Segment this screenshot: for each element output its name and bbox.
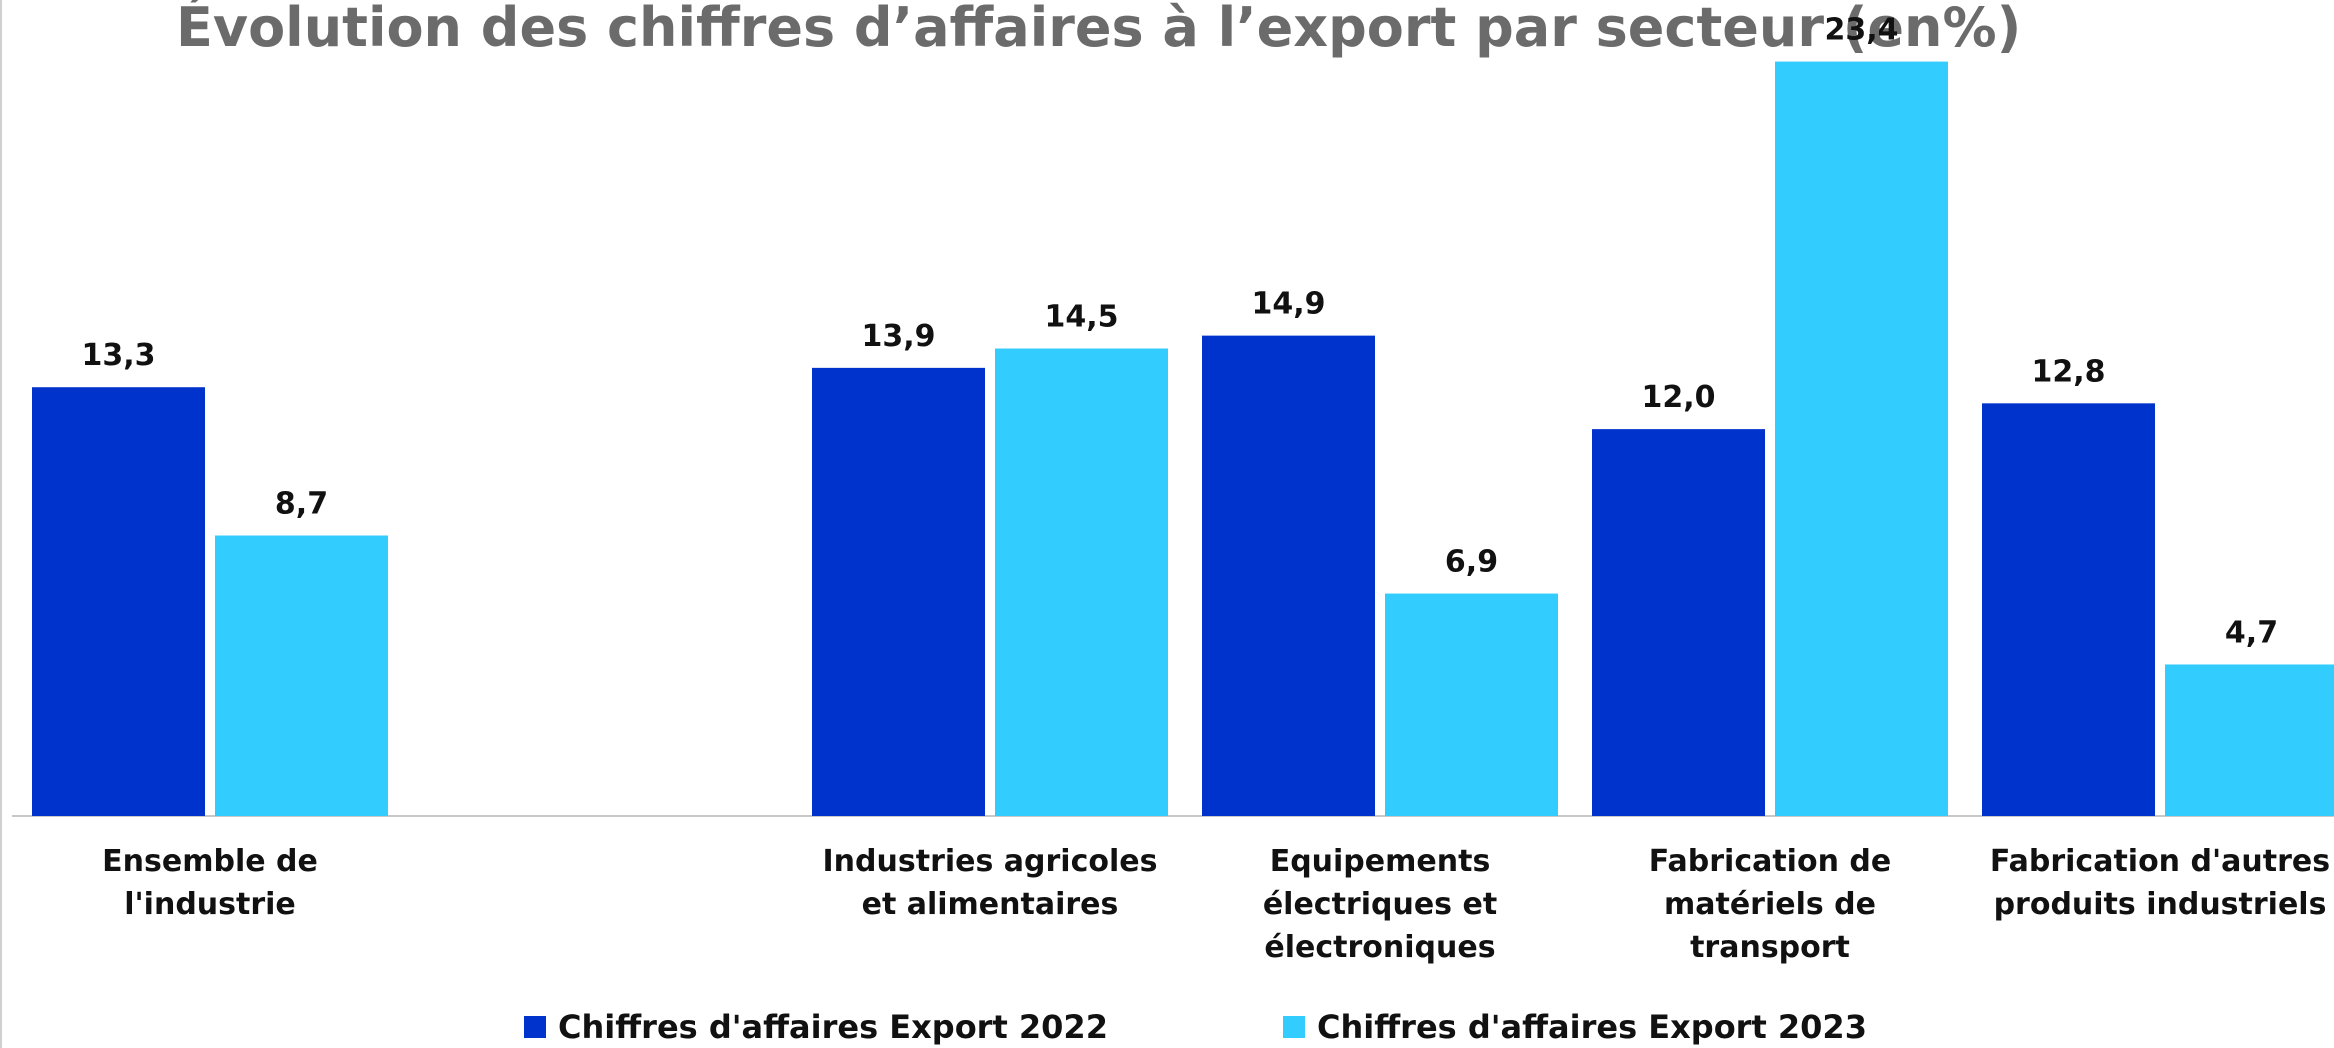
value-label: 12,0 bbox=[1641, 380, 1715, 415]
bar bbox=[1385, 593, 1558, 816]
x-tick-label: Fabrication d'autres produits industriel… bbox=[1989, 844, 2331, 922]
legend-label: Chiffres d'affaires Export 2023 bbox=[1317, 1008, 1867, 1046]
bar bbox=[812, 367, 985, 816]
bar bbox=[1202, 335, 1375, 816]
value-label: 4,7 bbox=[2225, 615, 2278, 650]
value-label: 14,9 bbox=[1251, 287, 1325, 322]
x-tick-label: Ensemble de l'industrie bbox=[102, 844, 318, 922]
x-tick-label: Industries agricoles et alimentaires bbox=[822, 844, 1158, 922]
value-label: 6,9 bbox=[1445, 545, 1498, 580]
bar bbox=[1982, 403, 2155, 816]
bar bbox=[32, 387, 205, 816]
value-label: 14,5 bbox=[1044, 300, 1118, 335]
value-label: 8,7 bbox=[275, 487, 328, 522]
bar bbox=[215, 535, 388, 816]
value-label: 13,3 bbox=[81, 338, 155, 373]
value-label: 12,8 bbox=[2031, 354, 2105, 389]
bar bbox=[995, 348, 1168, 816]
chart-title: Évolution des chiffres d’affaires à l’ex… bbox=[176, 0, 2021, 59]
bar bbox=[1775, 61, 1948, 817]
legend-swatch bbox=[524, 1016, 546, 1038]
x-tick-label: Equipements électriques et électroniques bbox=[1262, 844, 1498, 965]
legend-swatch bbox=[1283, 1016, 1305, 1038]
bar bbox=[2165, 664, 2334, 816]
value-label: 23,4 bbox=[1824, 13, 1898, 48]
value-label: 13,9 bbox=[861, 319, 935, 354]
legend-label: Chiffres d'affaires Export 2022 bbox=[558, 1008, 1108, 1046]
x-tick-label: Fabrication de matériels de transport bbox=[1648, 844, 1892, 965]
bar bbox=[1592, 429, 1765, 816]
